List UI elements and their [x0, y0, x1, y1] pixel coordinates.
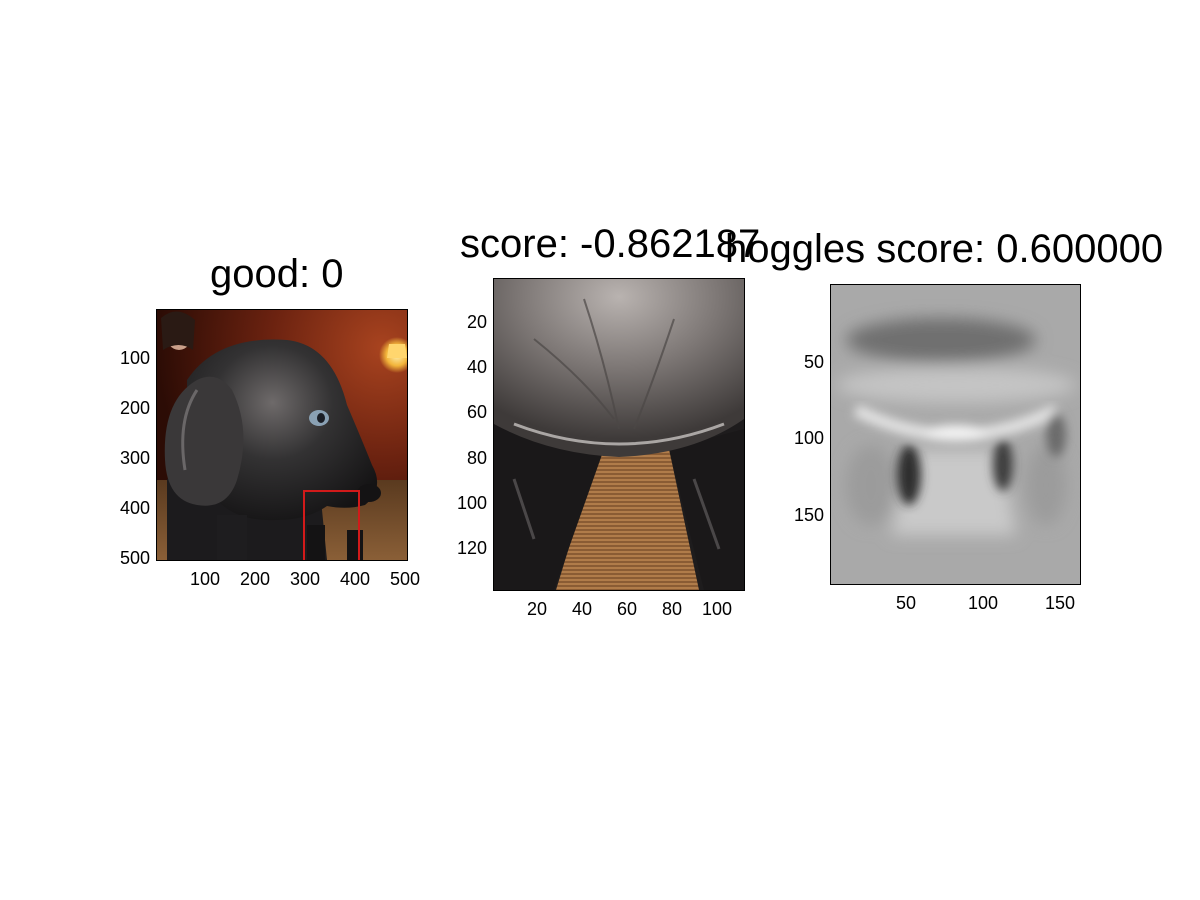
panel2-ytick: 100: [456, 493, 487, 513]
panel2-ytick: 40: [466, 357, 487, 377]
panel2-ytick: 20: [466, 312, 487, 332]
panel2-xtick: 60: [616, 599, 638, 619]
panel1-title: good: 0: [210, 252, 344, 296]
puppy-photo: [157, 310, 407, 560]
panel2-ytick: 80: [466, 448, 487, 468]
panel1-xtick: 200: [239, 569, 271, 589]
panel1-xtick: 300: [289, 569, 321, 589]
panel3-xtick: 150: [1044, 593, 1076, 613]
panel3-axes: [830, 284, 1081, 585]
panel2-xtick: 100: [701, 599, 733, 619]
panel3-ytick: 150: [793, 505, 824, 525]
panel1-ytick: 300: [119, 448, 150, 468]
hoggles-image: [831, 285, 1080, 584]
panel2-xtick: 40: [571, 599, 593, 619]
panel3-xtick: 100: [967, 593, 999, 613]
panel1-xtick: 100: [189, 569, 221, 589]
panel2-ytick: 120: [456, 538, 487, 558]
panel1-xtick: 400: [339, 569, 371, 589]
panel2-title: score: -0.862187: [460, 222, 761, 266]
panel2-xtick: 20: [526, 599, 548, 619]
panel1-xtick: 500: [389, 569, 421, 589]
panel1-ytick: 100: [119, 348, 150, 368]
crop-photo: [494, 279, 744, 590]
panel2-axes: [493, 278, 745, 591]
panel1-ytick: 400: [119, 498, 150, 518]
panel3-ytick: 50: [803, 352, 824, 372]
panel3-ytick: 100: [793, 428, 824, 448]
panel1-ytick: 500: [119, 548, 150, 568]
panel2-xtick: 80: [661, 599, 683, 619]
panel1-axes: [156, 309, 408, 561]
panel3-xtick: 50: [895, 593, 917, 613]
panel1-ytick: 200: [119, 398, 150, 418]
panel3-title: hoggles score: 0.600000: [725, 227, 1164, 271]
panel2-ytick: 60: [466, 402, 487, 422]
detection-bounding-box: [303, 490, 360, 560]
